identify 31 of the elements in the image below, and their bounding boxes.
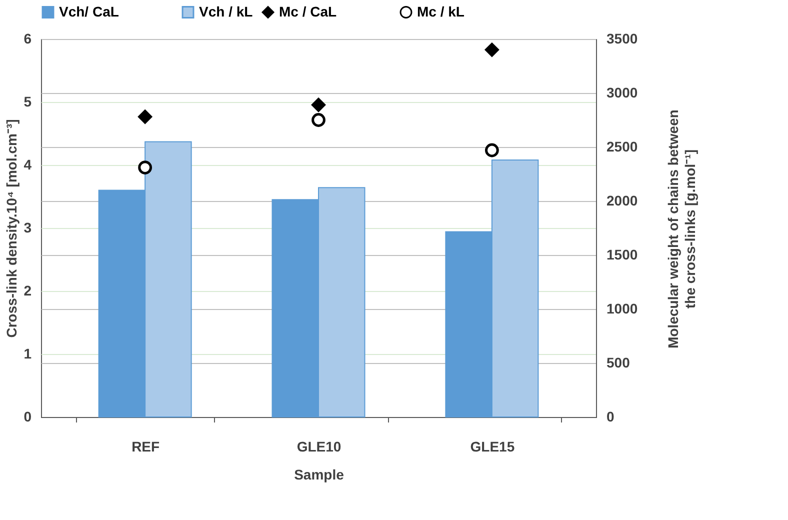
point xyxy=(312,113,326,127)
legend-label: Mc / kL xyxy=(417,3,465,20)
x-tick-label: REF xyxy=(132,438,160,454)
x-axis-title: Sample xyxy=(294,466,344,482)
y2-axis-title: Molecular weight of chains between the cross-links [g.mol⁻¹] xyxy=(665,110,698,348)
point xyxy=(484,143,499,158)
y2-tick-label: 3500 xyxy=(606,30,638,46)
y2-tick-label: 2500 xyxy=(606,138,638,154)
y2-tick-label: 2000 xyxy=(606,192,638,208)
y2-tick-label: 1000 xyxy=(606,300,638,316)
y-tick-label: 5 xyxy=(24,94,32,110)
y-tick-label: 6 xyxy=(24,30,32,46)
x-tick-label: GLE15 xyxy=(470,438,515,454)
legend-label: Vch / kL xyxy=(199,3,254,20)
y-tick-label: 2 xyxy=(24,282,32,298)
y2-tick-label: 3000 xyxy=(606,84,638,100)
point xyxy=(484,42,499,57)
y-axis-title: Cross-link density.10⁴ [mol.cm⁻³] xyxy=(4,119,20,338)
y2-tick-label: 500 xyxy=(606,354,630,370)
y2-tick-label: 0 xyxy=(606,408,614,424)
y-tick-label: 4 xyxy=(24,156,32,172)
y-tick-label: 3 xyxy=(24,220,32,236)
x-tick-label: GLE10 xyxy=(296,438,342,454)
y-tick-label: 1 xyxy=(24,346,32,362)
legend-label: Vch/ CaL xyxy=(59,3,120,20)
point xyxy=(138,160,152,174)
point xyxy=(312,98,326,112)
legend-label: Mc / CaL xyxy=(279,3,338,20)
point xyxy=(138,110,152,124)
y2-tick-label: 1500 xyxy=(606,246,638,262)
y-tick-label: 0 xyxy=(24,408,32,424)
